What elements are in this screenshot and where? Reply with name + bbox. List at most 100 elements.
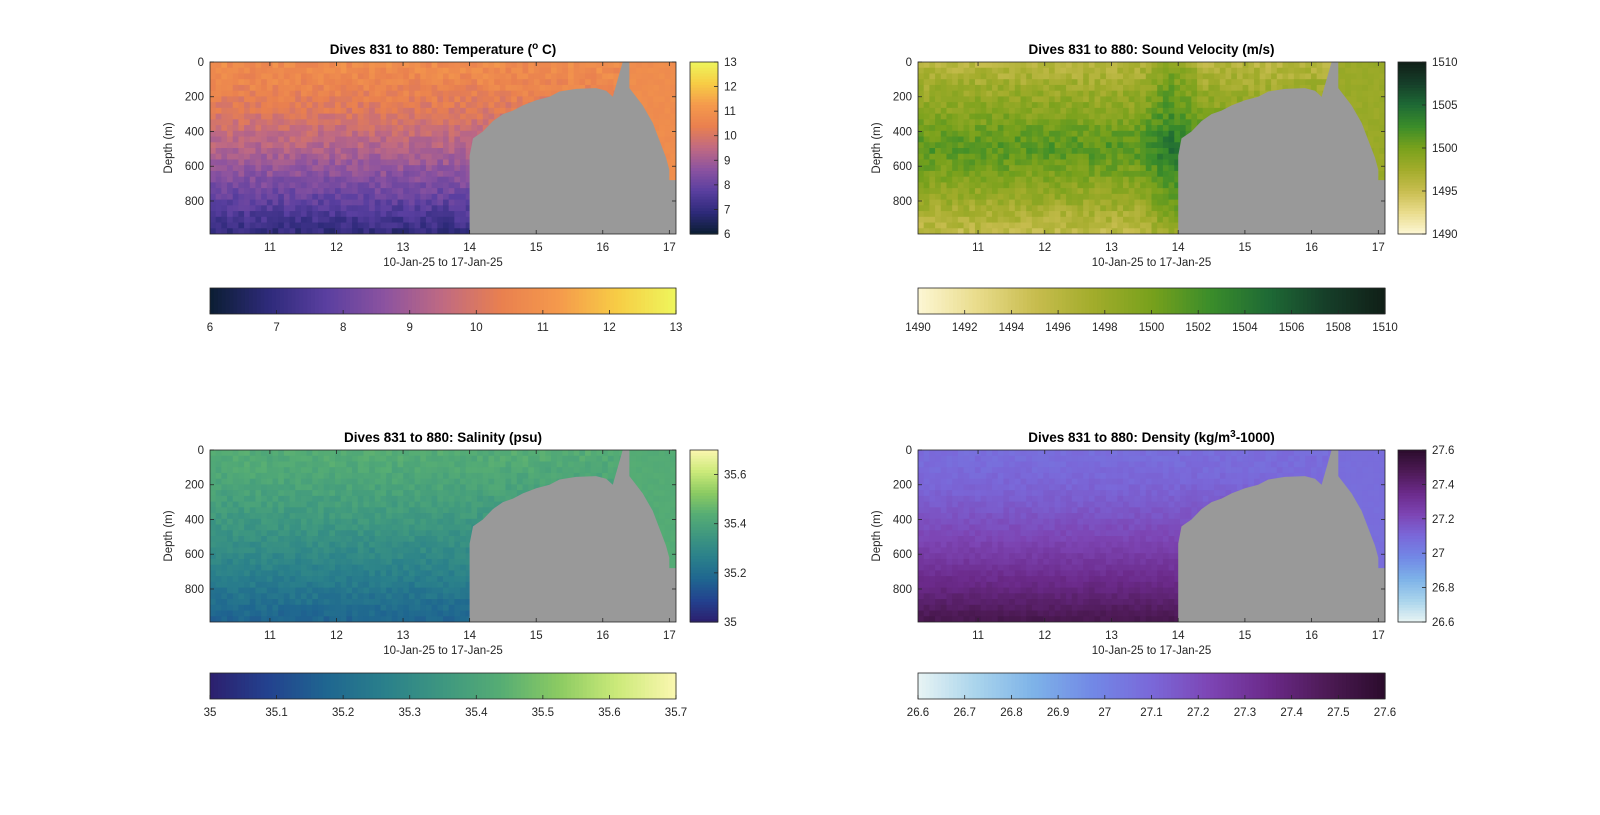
sound-velocity-cell — [1071, 130, 1079, 138]
temperature-cell — [499, 90, 507, 97]
sound-velocity-cell — [1219, 67, 1227, 75]
temperature-cell — [215, 84, 222, 92]
temperature-cell — [300, 102, 308, 109]
sound-velocity-cell — [974, 211, 982, 218]
temperature-cell — [238, 228, 245, 234]
temperature-cell — [380, 136, 387, 143]
temperature-colorbar-vertical-box — [689, 61, 719, 235]
sound-velocity-cell — [1094, 102, 1101, 109]
sound-velocity-cell — [1083, 113, 1090, 120]
sound-velocity-cell — [1322, 73, 1329, 80]
temperature-cell — [380, 188, 387, 195]
sound-velocity-cell — [1151, 216, 1158, 224]
temperature-cell — [255, 130, 262, 138]
temperature-cell — [238, 142, 245, 149]
sound-velocity-cell — [1191, 125, 1198, 132]
sound-velocity-cell — [1111, 90, 1118, 97]
temperature-cell — [397, 188, 404, 195]
temperature-cell — [425, 90, 433, 97]
sound-velocity-cell — [1168, 216, 1175, 224]
sound-velocity-cell — [1145, 148, 1153, 155]
sound-velocity-cell — [1100, 67, 1107, 75]
temperature-cell — [221, 62, 228, 69]
sound-velocity-cell — [1185, 79, 1192, 86]
sound-velocity-cell — [969, 211, 976, 218]
temperature-cell — [335, 176, 342, 183]
temperature-cell — [249, 153, 257, 161]
sound-velocity-cell — [1140, 205, 1147, 212]
temperature-cell — [295, 90, 302, 97]
temperature-cell — [210, 113, 217, 120]
temperature-cell — [408, 67, 416, 75]
sound-velocity-cell — [969, 107, 976, 115]
sound-velocity-cell — [1157, 142, 1164, 149]
sound-velocity-cell — [946, 205, 953, 212]
sound-velocity-cell — [1060, 136, 1067, 143]
sound-velocity-cell — [1037, 62, 1044, 69]
sound-velocity-cell — [1009, 119, 1016, 126]
temperature-colorbar-horizontal-swatch — [291, 288, 297, 314]
sound-velocity-cell — [1225, 67, 1232, 75]
sound-velocity-cell — [1117, 142, 1124, 149]
sound-velocity-cell — [1054, 113, 1061, 120]
temperature-cell — [210, 176, 217, 183]
temperature-cell — [244, 136, 251, 143]
temperature-cell — [408, 113, 416, 120]
temperature-cell — [255, 79, 262, 86]
temperature-cell — [221, 211, 228, 218]
temperature-cell — [403, 119, 410, 126]
temperature-cell — [335, 142, 342, 149]
temperature-cell — [403, 199, 410, 206]
sound-velocity-cell — [1179, 96, 1187, 103]
sound-velocity-cell — [1168, 222, 1175, 229]
temperature-cell — [386, 119, 393, 126]
temperature-cell — [408, 142, 416, 149]
temperature-cell — [335, 73, 342, 80]
sound-velocity-cell — [1037, 67, 1044, 75]
sound-velocity-cell — [1157, 188, 1164, 195]
sound-velocity-cell — [1020, 96, 1027, 103]
temperature-cell — [363, 96, 370, 103]
temperature-cell — [289, 84, 296, 92]
temperature-cell — [266, 211, 274, 218]
temperature-cell — [232, 96, 240, 103]
temperature-colorbar-vertical-swatch — [690, 148, 718, 152]
sound-velocity-cell — [1066, 222, 1073, 229]
temperature-cell — [238, 136, 245, 143]
temperature-cell — [369, 113, 376, 120]
temperature-cell — [232, 102, 240, 109]
sound-velocity-cell — [1134, 136, 1141, 143]
temperature-colorbar-horizontal-swatch — [575, 288, 580, 314]
temperature-cell — [516, 79, 524, 86]
temperature-ytick-label: 400 — [185, 126, 204, 138]
sound-velocity-cell — [1145, 228, 1153, 234]
sound-velocity-cell — [1088, 176, 1096, 183]
temperature-cell — [658, 79, 666, 86]
sound-velocity-cell — [1157, 130, 1164, 138]
temperature-cell — [431, 211, 438, 218]
temperature-cell — [408, 79, 416, 86]
temperature-cell — [448, 96, 455, 103]
temperature-colorbar-vertical-label: 7 — [724, 204, 730, 216]
temperature-cell — [317, 96, 325, 103]
sound-velocity-cell — [1282, 73, 1289, 80]
sound-velocity-cell — [963, 136, 970, 143]
temperature-cell — [596, 84, 603, 92]
sound-velocity-cell — [1094, 211, 1101, 218]
temperature-cell — [346, 62, 353, 69]
sound-velocity-cell — [1276, 84, 1284, 92]
temperature-cell — [340, 165, 347, 172]
sound-velocity-cell — [1088, 188, 1096, 195]
temperature-cell — [437, 119, 444, 126]
temperature-colorbar-vertical-swatch — [690, 216, 718, 221]
temperature-cell — [306, 142, 313, 149]
sound-velocity-cell — [1020, 170, 1027, 178]
sound-velocity-cell — [1185, 119, 1192, 126]
temperature-cell — [238, 165, 245, 172]
temperature-cell — [227, 96, 234, 103]
temperature-cell — [221, 107, 228, 115]
sound-velocity-cell — [1020, 205, 1027, 212]
temperature-cell — [266, 159, 274, 166]
temperature-cell — [386, 165, 393, 172]
temperature-cell — [641, 73, 649, 80]
